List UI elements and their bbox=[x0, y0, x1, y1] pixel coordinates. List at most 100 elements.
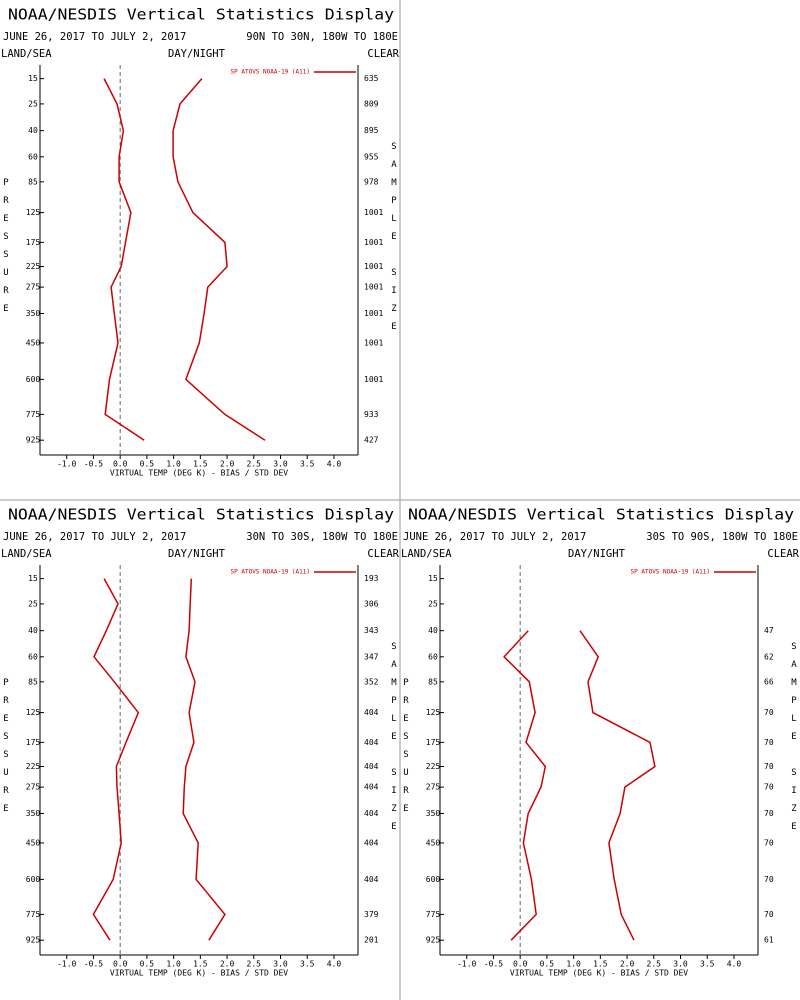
y-tick-label: 925 bbox=[26, 936, 41, 945]
y-tick-label: 275 bbox=[26, 783, 41, 792]
sample-size: 404 bbox=[364, 708, 379, 717]
y-tick-label: 85 bbox=[28, 177, 38, 186]
x-tick-label: 4.0 bbox=[327, 460, 342, 469]
x-axis-label: VIRTUAL TEMP (DEG K) - BIAS / STD DEV bbox=[110, 469, 288, 478]
x-tick-label: 2.0 bbox=[220, 960, 235, 969]
region: 30S TO 90S, 180W TO 180E bbox=[646, 531, 798, 543]
sample-size: 1001 bbox=[364, 238, 383, 247]
y-tick-label: 15 bbox=[28, 74, 38, 83]
x-tick-label: -1.0 bbox=[57, 960, 76, 969]
y-tick-label: 775 bbox=[26, 910, 41, 919]
x-tick-label: 4.0 bbox=[327, 960, 342, 969]
x-tick-label: 0.5 bbox=[540, 960, 555, 969]
y-tick-label: 600 bbox=[26, 875, 41, 884]
x-tick-label: 1.5 bbox=[193, 460, 208, 469]
chart-title: NOAA/NESDIS Vertical Statistics Display bbox=[8, 6, 394, 24]
day-night: DAY/NIGHT bbox=[168, 48, 226, 60]
land-sea: LAND/SEA bbox=[1, 48, 52, 60]
bias-line bbox=[503, 630, 547, 941]
sample-size: 70 bbox=[764, 910, 774, 919]
x-tick-label: 3.0 bbox=[273, 460, 288, 469]
legend-label: SP ATOVS NOAA-19 (A11) bbox=[231, 69, 310, 76]
y-tick-label: 125 bbox=[26, 708, 41, 717]
y-tick-label: 775 bbox=[426, 910, 441, 919]
x-tick-label: 3.5 bbox=[300, 460, 315, 469]
x-tick-label: 0.0 bbox=[113, 960, 128, 969]
sample-size: 1001 bbox=[364, 338, 383, 347]
panel: NOAA/NESDIS Vertical Statistics Display J… bbox=[1, 506, 400, 978]
panel: NOAA/NESDIS Vertical Statistics Display J… bbox=[401, 506, 800, 978]
legend-label: SP ATOVS NOAA-19 (A11) bbox=[231, 569, 310, 576]
sky: CLEAR bbox=[367, 48, 399, 60]
sample-size: 933 bbox=[364, 410, 379, 419]
sample-size: 70 bbox=[764, 783, 774, 792]
x-tick-label: 1.0 bbox=[166, 460, 181, 469]
day-night: DAY/NIGHT bbox=[168, 548, 226, 560]
y-tick-label: 60 bbox=[28, 652, 38, 661]
day-night: DAY/NIGHT bbox=[568, 548, 626, 560]
sample-size: 404 bbox=[364, 838, 379, 847]
sample-size: 70 bbox=[764, 809, 774, 818]
x-tick-label: 3.0 bbox=[273, 960, 288, 969]
y-tick-label: 450 bbox=[426, 838, 441, 847]
y-tick-label: 25 bbox=[28, 599, 38, 608]
bias-line bbox=[92, 578, 140, 941]
sample-size: 404 bbox=[364, 875, 379, 884]
y-tick-label: 225 bbox=[426, 762, 441, 771]
sample-size: 978 bbox=[364, 177, 379, 186]
x-tick-label: 3.5 bbox=[700, 960, 715, 969]
y-tick-label: 125 bbox=[426, 708, 441, 717]
x-tick-label: 2.5 bbox=[647, 960, 662, 969]
y-tick-label: 40 bbox=[28, 626, 38, 635]
x-tick-label: 0.5 bbox=[140, 460, 155, 469]
panel: NOAA/NESDIS Vertical Statistics Display J… bbox=[1, 6, 400, 478]
sample-size: 895 bbox=[364, 126, 379, 135]
sample-size: 809 bbox=[364, 99, 379, 108]
x-tick-label: -1.0 bbox=[457, 960, 476, 969]
sample-size: 70 bbox=[764, 875, 774, 884]
sample-size: 306 bbox=[364, 599, 379, 608]
legend-label: SP ATOVS NOAA-19 (A11) bbox=[631, 569, 710, 576]
std-dev-line bbox=[182, 578, 226, 941]
chart-title: NOAA/NESDIS Vertical Statistics Display bbox=[8, 506, 394, 524]
x-tick-label: 0.0 bbox=[113, 460, 128, 469]
y-tick-label: 925 bbox=[26, 436, 41, 445]
y-tick-label: 85 bbox=[428, 677, 438, 686]
sky: CLEAR bbox=[367, 548, 399, 560]
x-tick-label: 0.0 bbox=[513, 960, 528, 969]
y-tick-label: 40 bbox=[28, 126, 38, 135]
y-tick-label: 60 bbox=[28, 152, 38, 161]
region: 90N TO 30N, 180W TO 180E bbox=[246, 31, 398, 43]
chart-title: NOAA/NESDIS Vertical Statistics Display bbox=[408, 506, 794, 524]
y-tick-label: 925 bbox=[426, 936, 441, 945]
x-tick-label: 1.0 bbox=[166, 960, 181, 969]
sample-size: 62 bbox=[764, 652, 774, 661]
y-tick-label: 350 bbox=[26, 809, 41, 818]
sample-size: 635 bbox=[364, 74, 379, 83]
sample-size: 352 bbox=[364, 677, 379, 686]
x-tick-label: 2.0 bbox=[220, 460, 235, 469]
date-range: JUNE 26, 2017 TO JULY 2, 2017 bbox=[3, 31, 186, 43]
y-tick-label: 175 bbox=[26, 238, 41, 247]
sample-size: 343 bbox=[364, 626, 379, 635]
x-tick-label: 4.0 bbox=[727, 960, 742, 969]
sample-size: 404 bbox=[364, 762, 379, 771]
x-tick-label: 2.5 bbox=[247, 960, 262, 969]
y-tick-label: 15 bbox=[28, 574, 38, 583]
x-tick-label: 2.5 bbox=[247, 460, 262, 469]
y-tick-label: 175 bbox=[426, 738, 441, 747]
date-range: JUNE 26, 2017 TO JULY 2, 2017 bbox=[403, 531, 586, 543]
x-tick-label: 3.0 bbox=[673, 960, 688, 969]
x-tick-label: 0.5 bbox=[140, 960, 155, 969]
x-tick-label: -0.5 bbox=[84, 960, 103, 969]
sample-size: 70 bbox=[764, 708, 774, 717]
sample-size: 70 bbox=[764, 838, 774, 847]
sample-size: 955 bbox=[364, 152, 379, 161]
y-tick-label: 225 bbox=[26, 762, 41, 771]
y-tick-label: 225 bbox=[26, 262, 41, 271]
